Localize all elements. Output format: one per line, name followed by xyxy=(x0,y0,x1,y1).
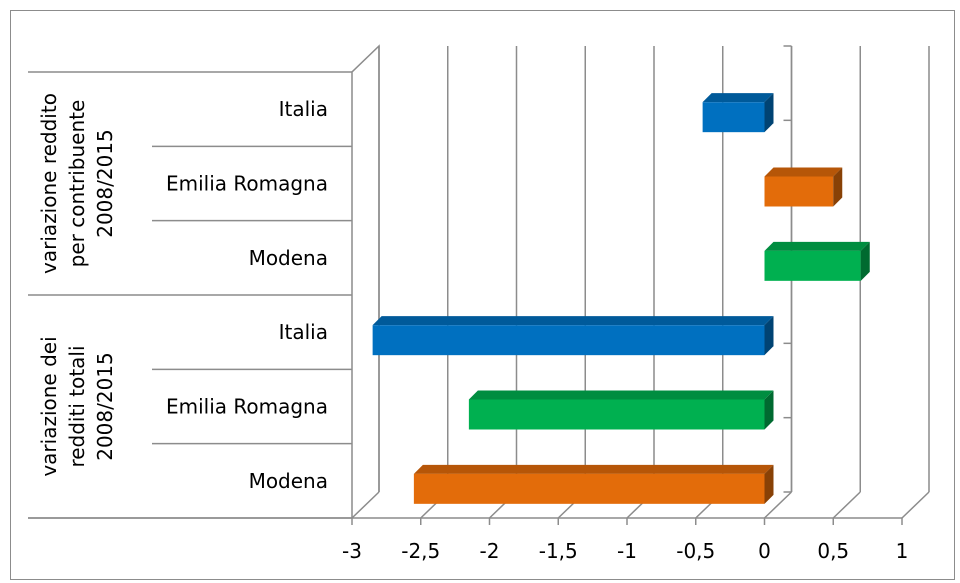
floor-gridline xyxy=(351,491,380,519)
bar-top-face xyxy=(764,167,843,177)
x-tick-label: -1 xyxy=(617,539,637,563)
x-tick-label: -2,5 xyxy=(401,539,440,563)
bar-side-face xyxy=(764,390,774,430)
x-tick-label: -3 xyxy=(342,539,362,563)
bar-top-face xyxy=(372,316,774,326)
x-tick-label: -2 xyxy=(480,539,500,563)
bar-top-face xyxy=(702,93,774,103)
category-label: Modena xyxy=(249,469,328,493)
category-label: Italia xyxy=(279,97,328,121)
side-wall xyxy=(351,44,380,518)
x-tick-label: 0,5 xyxy=(817,539,849,563)
category-label: Emilia Romagna xyxy=(166,395,328,419)
bar-side-face xyxy=(860,241,870,281)
bar xyxy=(764,176,834,207)
bar-side-face xyxy=(833,167,843,207)
group-label-line: 2008/2015 xyxy=(93,129,117,238)
floor-gridline xyxy=(901,491,930,519)
bar-side-face xyxy=(764,464,774,504)
bar xyxy=(468,399,765,430)
bar-side-face xyxy=(764,316,774,356)
group-label-line: 2008/2015 xyxy=(93,352,117,461)
x-tick-label: 0 xyxy=(758,539,771,563)
bar xyxy=(413,473,765,504)
bar xyxy=(372,325,765,356)
bar-top-face xyxy=(413,464,774,474)
bar xyxy=(702,102,765,133)
category-label: Italia xyxy=(279,320,328,344)
category-label: Emilia Romagna xyxy=(166,172,328,196)
x-tick-label: 1 xyxy=(896,539,909,563)
group-label-line: variazione dei xyxy=(37,336,61,476)
bar xyxy=(764,250,861,281)
x-tick-label: -0,5 xyxy=(676,539,715,563)
group-label-line: per contribuente xyxy=(65,100,89,268)
group-label-line: variazione reddito xyxy=(37,93,61,274)
category-label: Modena xyxy=(249,246,328,270)
group-label-line: redditi totali xyxy=(65,345,89,467)
x-tick-label: -1,5 xyxy=(539,539,578,563)
bar-top-face xyxy=(468,390,774,400)
floor-gridline xyxy=(832,491,861,519)
bar-top-face xyxy=(764,241,870,251)
floor-gridline xyxy=(763,491,793,519)
bar-side-face xyxy=(764,93,774,133)
